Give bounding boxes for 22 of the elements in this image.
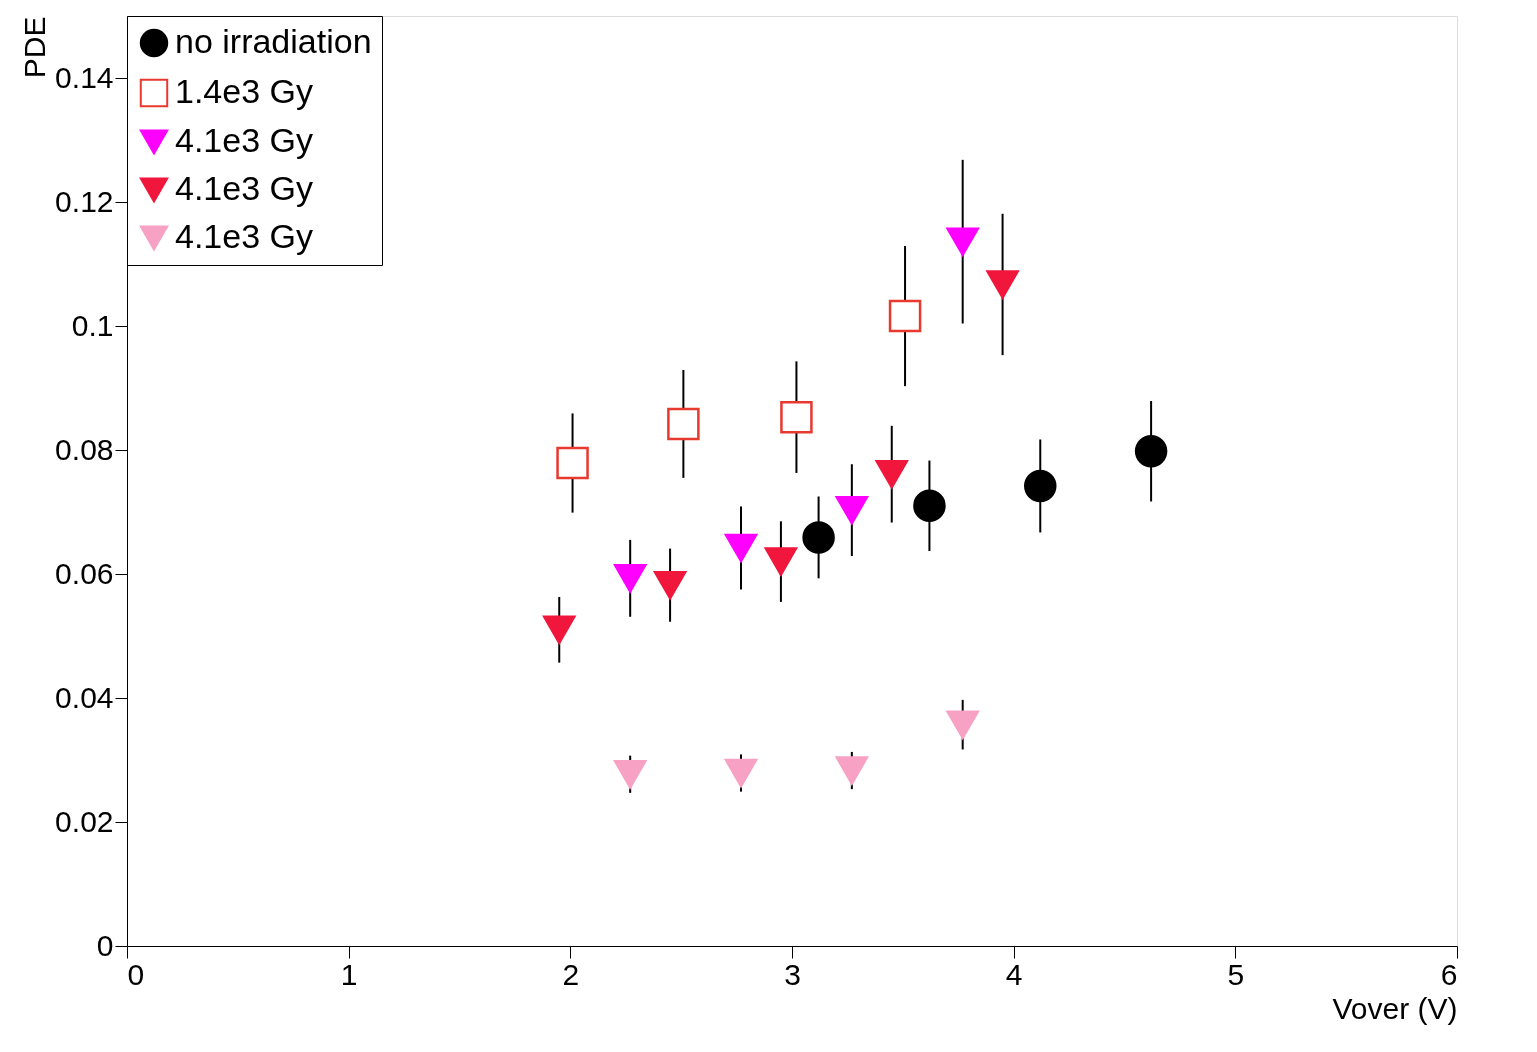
y-tick-label: 0 bbox=[96, 928, 114, 962]
y-tick-label: 0.02 bbox=[55, 804, 114, 838]
legend-label: 4.1e3 Gy bbox=[175, 169, 313, 207]
x-tick-label: 0 bbox=[127, 957, 145, 991]
legend-label: 4.1e3 Gy bbox=[175, 121, 313, 159]
x-tick-label: 4 bbox=[1005, 957, 1023, 991]
x-tick-label: 2 bbox=[562, 957, 580, 991]
y-tick-label: 0.04 bbox=[55, 680, 114, 714]
y-axis-title: PDE bbox=[18, 16, 52, 79]
y-tick-label: 0.06 bbox=[55, 556, 114, 590]
y-tick-label: 0.12 bbox=[55, 184, 114, 218]
legend-label: 1.4e3 Gy bbox=[175, 72, 313, 110]
y-tick-label: 0.14 bbox=[55, 60, 114, 94]
x-tick-label: 6 bbox=[1440, 957, 1458, 991]
y-tick-label: 0.08 bbox=[55, 432, 114, 466]
x-axis-title: Vover (V) bbox=[1332, 991, 1458, 1025]
x-tick-label: 1 bbox=[340, 957, 358, 991]
x-tick-label: 3 bbox=[784, 957, 801, 991]
y-tick-label: 0.1 bbox=[71, 308, 114, 342]
legend-label: no irradiation bbox=[175, 22, 372, 60]
legend-label: 4.1e3 Gy bbox=[175, 217, 313, 255]
x-tick-label: 5 bbox=[1227, 957, 1245, 991]
